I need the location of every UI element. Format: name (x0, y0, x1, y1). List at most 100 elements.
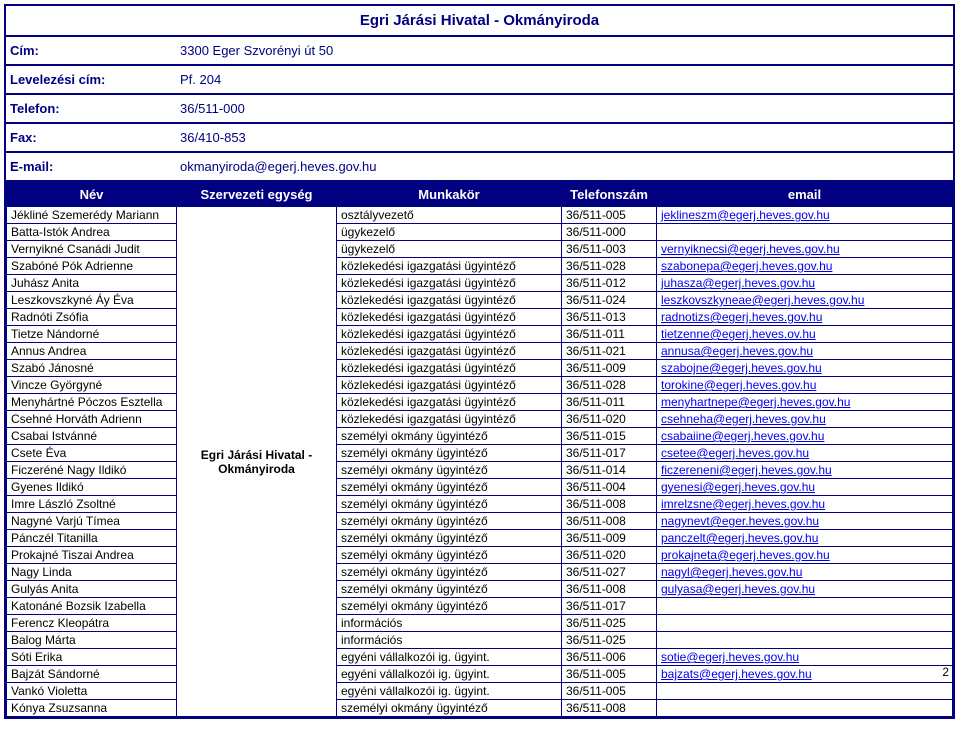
email-link[interactable]: sotie@egerj.heves.gov.hu (661, 650, 799, 664)
cell-email[interactable]: torokine@egerj.heves.gov.hu (657, 377, 953, 394)
email-link[interactable]: vernyiknecsi@egerj.heves.gov.hu (661, 242, 840, 256)
email-link[interactable]: juhasza@egerj.heves.gov.hu (661, 276, 815, 290)
email-link[interactable]: jeklineszm@egerj.heves.gov.hu (661, 208, 830, 222)
email-link[interactable]: nagyl@egerj.heves.gov.hu (661, 565, 802, 579)
table-row: Kónya Zsuzsannaszemélyi okmány ügyintéző… (7, 700, 953, 717)
col-unit: Szervezeti egység (177, 183, 337, 207)
table-row: Pánczél Titanillaszemélyi okmány ügyinté… (7, 530, 953, 547)
table-row: Balog Mártainformációs36/511-025 (7, 632, 953, 649)
table-row: Annus Andreaközlekedési igazgatási ügyin… (7, 343, 953, 360)
table-row: Sóti Erikaegyéni vállalkozói ig. ügyint.… (7, 649, 953, 666)
table-row: Gyenes Ildikószemélyi okmány ügyintéző36… (7, 479, 953, 496)
cell-phone: 36/511-009 (562, 530, 657, 547)
cell-phone: 36/511-008 (562, 700, 657, 717)
cell-name: Jékliné Szemerédy Mariann (7, 207, 177, 224)
cell-email[interactable]: szabonepa@egerj.heves.gov.hu (657, 258, 953, 275)
cell-email[interactable]: nagynevt@eger.heves.gov.hu (657, 513, 953, 530)
cell-email[interactable]: annusa@egerj.heves.gov.hu (657, 343, 953, 360)
cell-email[interactable]: jeklineszm@egerj.heves.gov.hu (657, 207, 953, 224)
cell-email[interactable]: gulyasa@egerj.heves.gov.hu (657, 581, 953, 598)
cell-email[interactable]: tietzenne@egerj.heves.ov.hu (657, 326, 953, 343)
email-link[interactable]: nagynevt@eger.heves.gov.hu (661, 514, 819, 528)
cell-name: Gyenes Ildikó (7, 479, 177, 496)
cell-phone: 36/511-027 (562, 564, 657, 581)
table-row: Ficzeréné Nagy Ildikó személyi okmány ügy… (7, 462, 953, 479)
cell-role: személyi okmány ügyintéző (337, 547, 562, 564)
cell-role: személyi okmány ügyintéző (337, 564, 562, 581)
cell-email[interactable]: nagyl@egerj.heves.gov.hu (657, 564, 953, 581)
cell-name: Ficzeréné Nagy Ildikó (7, 462, 177, 479)
cell-name: Kónya Zsuzsanna (7, 700, 177, 717)
cell-phone: 36/511-025 (562, 632, 657, 649)
cell-phone: 36/511-011 (562, 326, 657, 343)
cell-name: Bajzát Sándorné (7, 666, 177, 683)
email-link[interactable]: tietzenne@egerj.heves.ov.hu (661, 327, 816, 341)
cell-role: személyi okmány ügyintéző (337, 496, 562, 513)
table-row: Vincze Györgynéközlekedési igazgatási üg… (7, 377, 953, 394)
info-label: Cím: (6, 37, 176, 64)
email-link[interactable]: gyenesi@egerj.heves.gov.hu (661, 480, 815, 494)
cell-email[interactable]: sotie@egerj.heves.gov.hu (657, 649, 953, 666)
cell-phone: 36/511-012 (562, 275, 657, 292)
cell-email[interactable]: csabaiine@egerj.heves.gov.hu (657, 428, 953, 445)
info-row: E-mail:okmanyiroda@egerj.heves.gov.hu (6, 153, 953, 182)
email-link[interactable]: csehneha@egerj.heves.gov.hu (661, 412, 826, 426)
table-row: Prokajné Tiszai Andreaszemélyi okmány üg… (7, 547, 953, 564)
table-row: Jékliné Szemerédy MariannEgri Járási Hiv… (7, 207, 953, 224)
email-link[interactable]: leszkovszkyneae@egerj.heves.gov.hu (661, 293, 864, 307)
cell-phone: 36/511-005 (562, 666, 657, 683)
table-row: Nagy Lindaszemélyi okmány ügyintéző36/51… (7, 564, 953, 581)
cell-email[interactable]: imrelzsne@egerj.heves.gov.hu (657, 496, 953, 513)
email-link[interactable]: panczelt@egerj.heves.gov.hu (661, 531, 818, 545)
cell-email[interactable]: vernyiknecsi@egerj.heves.gov.hu (657, 241, 953, 258)
cell-email[interactable]: prokajneta@egerj.heves.gov.hu (657, 547, 953, 564)
cell-name: Csabai Istvánné (7, 428, 177, 445)
email-link[interactable]: imrelzsne@egerj.heves.gov.hu (661, 497, 825, 511)
email-link[interactable]: csabaiine@egerj.heves.gov.hu (661, 429, 824, 443)
cell-email[interactable]: ficzereneni@egerj.heves.gov.hu (657, 462, 953, 479)
email-link[interactable]: ficzereneni@egerj.heves.gov.hu (661, 463, 832, 477)
cell-name: Katonáné Bozsik Izabella (7, 598, 177, 615)
email-link[interactable]: annusa@egerj.heves.gov.hu (661, 344, 813, 358)
email-link[interactable]: gulyasa@egerj.heves.gov.hu (661, 582, 815, 596)
email-link[interactable]: szabojne@egerj.heves.gov.hu (661, 361, 822, 375)
table-row: Ferencz Kleopátrainformációs36/511-025 (7, 615, 953, 632)
table-row: Menyhártné Póczos Esztellaközlekedési ig… (7, 394, 953, 411)
cell-email[interactable]: gyenesi@egerj.heves.gov.hu (657, 479, 953, 496)
table-header-row: Név Szervezeti egység Munkakör Telefonsz… (7, 183, 953, 207)
table-row: Vankó Violettaegyéni vállalkozói ig. ügy… (7, 683, 953, 700)
page-title: Egri Járási Hivatal - Okmányiroda (6, 6, 953, 37)
email-link[interactable]: csetee@egerj.heves.gov.hu (661, 446, 809, 460)
cell-role: személyi okmány ügyintéző (337, 462, 562, 479)
cell-phone: 36/511-011 (562, 394, 657, 411)
cell-email[interactable]: csetee@egerj.heves.gov.hu (657, 445, 953, 462)
info-row: Cím:3300 Eger Szvorényi út 50 (6, 37, 953, 66)
cell-email (657, 632, 953, 649)
table-body: Jékliné Szemerédy MariannEgri Járási Hiv… (7, 207, 953, 717)
col-role: Munkakör (337, 183, 562, 207)
cell-email[interactable]: bajzats@egerj.heves.gov.hu (657, 666, 953, 683)
info-label: E-mail: (6, 153, 176, 180)
cell-phone: 36/511-005 (562, 207, 657, 224)
email-link[interactable]: radnotizs@egerj.heves.gov.hu (661, 310, 822, 324)
email-link[interactable]: menyhartnepe@egerj.heves.gov.hu (661, 395, 850, 409)
cell-email[interactable]: leszkovszkyneae@egerj.heves.gov.hu (657, 292, 953, 309)
email-link[interactable]: prokajneta@egerj.heves.gov.hu (661, 548, 830, 562)
table-row: Csete Évaszemélyi okmány ügyintéző36/511… (7, 445, 953, 462)
email-link[interactable]: bajzats@egerj.heves.gov.hu (661, 667, 812, 681)
cell-email[interactable]: radnotizs@egerj.heves.gov.hu (657, 309, 953, 326)
info-value: okmanyiroda@egerj.heves.gov.hu (176, 153, 953, 180)
cell-email[interactable]: szabojne@egerj.heves.gov.hu (657, 360, 953, 377)
email-link[interactable]: szabonepa@egerj.heves.gov.hu (661, 259, 832, 273)
email-link[interactable]: torokine@egerj.heves.gov.hu (661, 378, 816, 392)
cell-phone: 36/511-004 (562, 479, 657, 496)
table-row: Leszkovszkyné Áy Évaközlekedési igazgatá… (7, 292, 953, 309)
cell-email[interactable]: panczelt@egerj.heves.gov.hu (657, 530, 953, 547)
cell-name: Imre László Zsoltné (7, 496, 177, 513)
cell-email[interactable]: csehneha@egerj.heves.gov.hu (657, 411, 953, 428)
table-row: Gulyás Anitaszemélyi okmány ügyintéző36/… (7, 581, 953, 598)
info-value: Pf. 204 (176, 66, 953, 93)
cell-email[interactable]: menyhartnepe@egerj.heves.gov.hu (657, 394, 953, 411)
cell-email[interactable]: juhasza@egerj.heves.gov.hu (657, 275, 953, 292)
cell-phone: 36/511-025 (562, 615, 657, 632)
